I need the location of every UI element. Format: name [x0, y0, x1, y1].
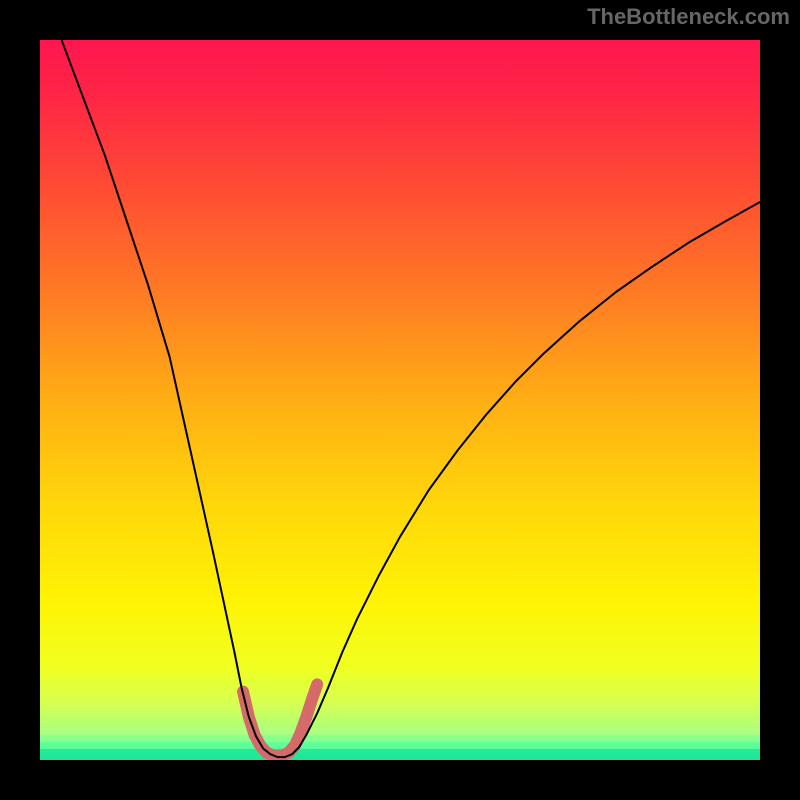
- chart-frame: TheBottleneck.com: [0, 0, 800, 800]
- watermark-text: TheBottleneck.com: [587, 4, 790, 30]
- bottleneck-curve: [62, 40, 760, 757]
- plot-area: [40, 40, 760, 760]
- curve-layer: [40, 40, 760, 760]
- highlight-segment: [243, 684, 317, 755]
